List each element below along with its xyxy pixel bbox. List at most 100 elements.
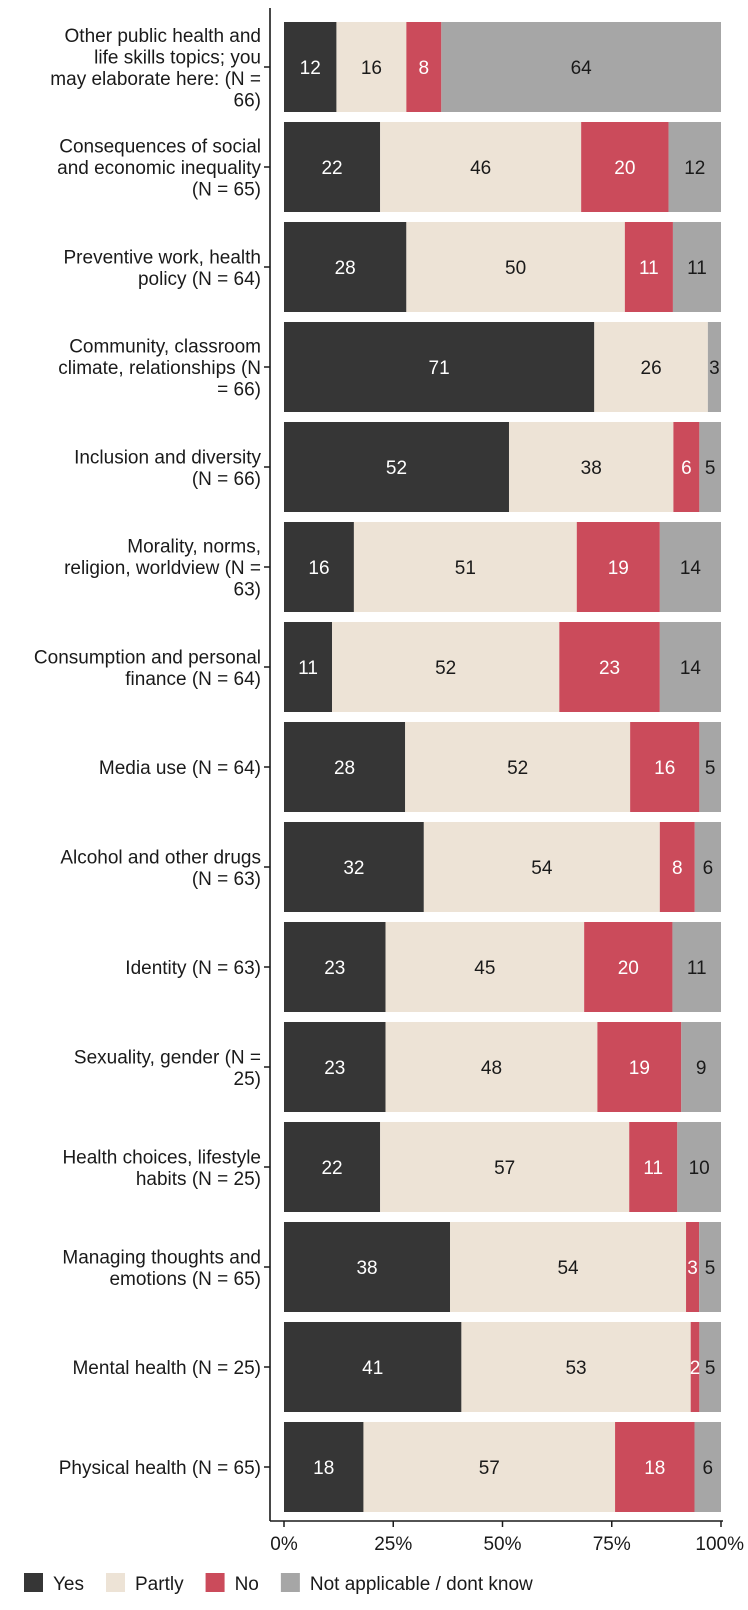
data-label: 16: [361, 58, 382, 79]
bar-segment: [597, 1022, 682, 1112]
bar-segment: [686, 1222, 700, 1312]
legend-label: No: [235, 1574, 259, 1595]
category-label: (N = 63): [192, 869, 261, 890]
legend-label: Yes: [53, 1574, 84, 1595]
bar-segment: [673, 422, 700, 512]
data-label: 38: [581, 458, 602, 479]
bar-segment: [284, 622, 333, 712]
data-label: 16: [308, 558, 329, 579]
data-label: 23: [324, 958, 345, 979]
bar-segment: [672, 222, 721, 312]
bar-segment: [284, 222, 407, 312]
category-label: policy (N = 64): [138, 269, 261, 290]
legend: Yes Partly No Not applicable / dont know: [24, 1573, 533, 1595]
bar-segment: [284, 822, 424, 912]
bar-segment: [672, 922, 721, 1012]
bar-segment: [576, 522, 660, 612]
bar-segment: [668, 122, 721, 212]
bar-segment: [441, 22, 721, 112]
bar-segment: [681, 1022, 721, 1112]
category-label: Alcohol and other drugs: [60, 847, 261, 868]
category-label: may elaborate here: (N =: [50, 69, 261, 90]
data-label: 22: [321, 1158, 342, 1179]
bar-segment: [284, 1422, 364, 1512]
data-label: 5: [705, 458, 716, 479]
data-label: 8: [419, 58, 430, 79]
data-label: 6: [702, 1458, 713, 1479]
legend-swatch: [24, 1573, 43, 1592]
data-label: 26: [641, 358, 662, 379]
data-label: 12: [300, 58, 321, 79]
data-label: 11: [643, 1158, 663, 1179]
data-label: 51: [455, 558, 476, 579]
category-label: Consumption and personal: [34, 647, 261, 668]
category-label: Health choices, lifestyle: [62, 1147, 261, 1168]
data-label: 12: [684, 158, 705, 179]
bar-segment: [284, 722, 406, 812]
category-label: habits (N = 25): [136, 1169, 261, 1190]
bar-segment: [694, 1422, 721, 1512]
data-label: 20: [614, 158, 635, 179]
data-label: 11: [298, 658, 318, 679]
bar-segment: [385, 922, 585, 1012]
data-label: 53: [565, 1358, 586, 1379]
bar-segment: [659, 822, 695, 912]
data-label: 23: [599, 658, 620, 679]
x-tick-label: 25%: [374, 1534, 412, 1555]
category-label: Identity (N = 63): [125, 958, 261, 979]
category-label: and economic inequality: [57, 158, 261, 179]
x-tick-label: 50%: [483, 1534, 521, 1555]
data-label: 54: [557, 1258, 579, 1279]
bar-segment: [406, 222, 625, 312]
data-label: 23: [324, 1058, 345, 1079]
data-label: 10: [689, 1158, 710, 1179]
data-label: 3: [687, 1258, 698, 1279]
category-label: (N = 66): [192, 469, 261, 490]
data-label: 28: [334, 758, 355, 779]
data-label: 9: [696, 1058, 707, 1079]
data-label: 32: [343, 858, 364, 879]
data-label: 6: [681, 458, 692, 479]
category-label: religion, worldview (N =: [64, 558, 261, 579]
data-label: 48: [481, 1058, 502, 1079]
data-label: 38: [356, 1258, 377, 1279]
category-label: Consequences of social: [59, 137, 261, 158]
data-label: 18: [313, 1458, 334, 1479]
category-label: 25): [234, 1069, 261, 1090]
legend-label: Partly: [135, 1574, 184, 1595]
bar-segment: [581, 122, 669, 212]
data-label: 46: [470, 158, 491, 179]
bar-segment: [559, 622, 660, 712]
category-label: Media use (N = 64): [99, 758, 261, 779]
category-label: Community, classroom: [69, 337, 261, 358]
axes: 0% 25% 50% 75% 100%: [264, 8, 744, 1555]
bar-segment: [284, 122, 381, 212]
data-label: 52: [435, 658, 456, 679]
data-label: 19: [629, 1058, 650, 1079]
data-label: 19: [608, 558, 629, 579]
data-label: 64: [571, 58, 593, 79]
data-label: 11: [687, 258, 707, 279]
category-label: 63): [234, 580, 261, 601]
legend-swatch: [280, 1573, 300, 1592]
data-label: 2: [690, 1358, 701, 1379]
bar-segment: [284, 1122, 381, 1212]
bar-segment: [284, 422, 509, 512]
data-label: 52: [507, 758, 528, 779]
category-label: Other public health and: [65, 26, 261, 47]
data-label: 5: [705, 1358, 716, 1379]
bar-segment: [699, 1322, 721, 1412]
data-label: 28: [335, 258, 356, 279]
data-label: 54: [531, 858, 553, 879]
bar-segment: [405, 722, 631, 812]
bar-segment: [461, 1322, 691, 1412]
category-label: = 66): [217, 380, 261, 401]
bar-segment: [659, 522, 721, 612]
data-label: 5: [705, 1258, 716, 1279]
data-label: 11: [639, 258, 659, 279]
data-label: 57: [494, 1158, 515, 1179]
legend-label: Not applicable / dont know: [310, 1574, 533, 1595]
data-label: 14: [680, 658, 702, 679]
category-label: Preventive work, health: [64, 247, 262, 268]
